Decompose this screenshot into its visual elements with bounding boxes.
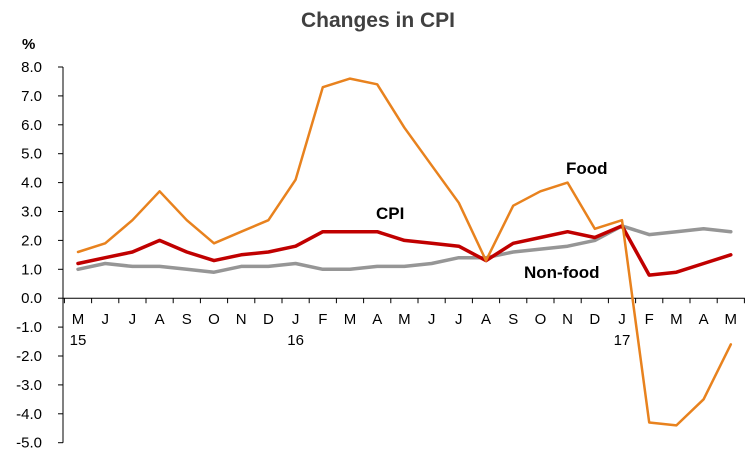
y-tick-label: 4.0 [21, 175, 42, 192]
x-tick-label: O [208, 311, 220, 328]
series-label-cpi: CPI [376, 204, 404, 223]
y-tick-label: -2.0 [16, 348, 42, 365]
x-tick-label: M [670, 311, 683, 328]
x-tick-label: A [481, 311, 491, 328]
series-label-food: Food [566, 159, 608, 178]
x-tick-label: J [129, 311, 137, 328]
y-tick-label: -1.0 [16, 319, 42, 336]
x-year-label: 15 [70, 332, 87, 349]
x-tick-label: M [725, 311, 738, 328]
x-tick-label: F [318, 311, 327, 328]
y-tick-label: -5.0 [16, 435, 42, 452]
x-tick-label: D [263, 311, 274, 328]
y-tick-label: 2.0 [21, 232, 42, 249]
x-tick-label: J [455, 311, 463, 328]
x-year-label: 17 [614, 332, 631, 349]
x-tick-label: O [535, 311, 547, 328]
x-tick-label: J [101, 311, 109, 328]
x-tick-label: M [398, 311, 411, 328]
chart-title: Changes in CPI [301, 9, 455, 32]
x-tick-label: F [645, 311, 654, 328]
x-tick-label: A [372, 311, 382, 328]
x-tick-label: N [562, 311, 573, 328]
y-tick-label: -4.0 [16, 406, 42, 423]
x-year-label: 16 [287, 332, 304, 349]
x-tick-label: S [182, 311, 192, 328]
y-tick-label: 5.0 [21, 146, 42, 163]
x-tick-label: M [72, 311, 85, 328]
x-tick-label: J [428, 311, 436, 328]
y-tick-label: 3.0 [21, 204, 42, 221]
y-tick-label: 0.0 [21, 290, 42, 307]
y-tick-label: 1.0 [21, 261, 42, 278]
x-axis: M J J A S O N D J F M A M J J A S O N D J F M A M15 16 17 [63, 297, 745, 349]
y-axis-unit-label: % [22, 36, 35, 53]
y-tick-label: 8.0 [21, 59, 42, 76]
y-tick-label: 7.0 [21, 88, 42, 105]
series-line-food [76, 77, 733, 427]
x-tick-label: J [292, 311, 300, 328]
y-axis: 8.0 7.0 6.0 5.0 4.0 3.0 2.0 1.0 0.0 -1.0 -2.0 -3.0 -… [16, 59, 64, 452]
x-tick-label: D [589, 311, 600, 328]
series-lines [76, 77, 733, 427]
x-tick-label: A [699, 311, 709, 328]
y-tick-label: 6.0 [21, 117, 42, 134]
x-tick-label: S [508, 311, 518, 328]
x-tick-label: M [344, 311, 357, 328]
y-tick-label: -3.0 [16, 377, 42, 394]
series-label-non-food: Non-food [524, 263, 600, 282]
x-tick-label: J [618, 311, 626, 328]
x-tick-label: A [155, 311, 165, 328]
x-tick-label: N [236, 311, 247, 328]
